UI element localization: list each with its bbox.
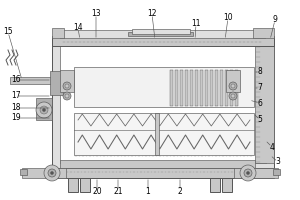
Text: 19: 19 [11,114,21,122]
Bar [235,70,238,106]
Text: 4: 4 [270,142,274,152]
Bar [80,178,90,192]
Bar [195,70,198,106]
Text: 10: 10 [223,14,233,22]
Text: 14: 14 [73,23,83,32]
Circle shape [36,102,52,118]
Bar [226,70,240,92]
Circle shape [63,82,71,90]
Circle shape [50,171,53,174]
Bar [10,77,52,84]
Text: 13: 13 [91,9,101,19]
Circle shape [63,92,71,100]
Bar [185,70,188,106]
Text: 3: 3 [276,158,280,166]
Text: 1: 1 [146,186,150,196]
Bar [175,70,178,106]
Bar [190,70,193,106]
Bar [180,70,183,106]
Text: 7: 7 [258,84,262,92]
Bar [220,70,223,106]
Bar [52,28,64,38]
Circle shape [43,108,46,112]
Bar [132,29,190,34]
Circle shape [240,165,256,181]
Bar [60,160,255,168]
Bar [52,168,274,178]
Bar [230,70,233,106]
Bar [128,32,193,36]
Bar [210,178,220,192]
Bar [234,168,278,178]
Circle shape [65,94,69,98]
Bar [170,70,173,106]
Circle shape [229,92,237,100]
Text: 11: 11 [191,20,201,28]
Circle shape [44,165,60,181]
Bar [60,43,266,163]
Circle shape [244,169,252,177]
Bar [22,168,66,178]
Text: 16: 16 [11,75,21,84]
Text: 8: 8 [258,68,262,76]
Bar [50,71,63,95]
Bar [36,98,52,120]
Text: 15: 15 [3,27,13,36]
Bar [225,70,228,106]
Circle shape [231,84,235,88]
Circle shape [65,84,69,88]
Circle shape [231,94,235,98]
Circle shape [48,169,56,177]
Bar [210,70,213,106]
Bar [200,70,203,106]
Bar [74,67,254,107]
Bar [52,38,274,168]
Text: 9: 9 [273,16,278,24]
Text: 20: 20 [92,186,102,196]
Text: 6: 6 [258,98,262,108]
Bar [60,30,265,38]
Bar [222,178,232,192]
Text: 21: 21 [113,186,123,196]
Text: 12: 12 [147,9,157,19]
Bar [255,43,274,163]
Text: 2: 2 [178,186,182,196]
Circle shape [229,82,237,90]
Bar [205,70,208,106]
Bar [74,113,254,155]
Text: 18: 18 [11,104,21,112]
Bar [68,178,78,192]
Bar [20,169,27,175]
Text: 17: 17 [11,92,21,100]
Bar [52,36,274,46]
Bar [60,70,74,92]
Text: 5: 5 [258,116,262,124]
Bar [155,113,159,155]
Circle shape [247,171,250,174]
Bar [215,70,218,106]
Bar [273,169,280,175]
Circle shape [40,106,48,114]
Bar [253,28,274,38]
